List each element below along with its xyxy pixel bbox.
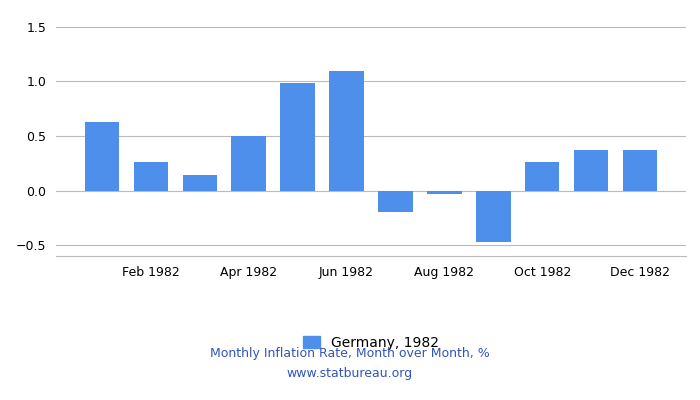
Bar <box>476 190 510 242</box>
Bar <box>183 175 217 190</box>
Bar <box>330 70 364 190</box>
Bar <box>378 190 412 212</box>
Bar <box>427 190 461 194</box>
Bar <box>232 136 266 190</box>
Legend: Germany, 1982: Germany, 1982 <box>298 330 444 355</box>
Text: Monthly Inflation Rate, Month over Month, %: Monthly Inflation Rate, Month over Month… <box>210 348 490 360</box>
Bar <box>574 150 608 190</box>
Bar <box>85 122 119 190</box>
Text: www.statbureau.org: www.statbureau.org <box>287 368 413 380</box>
Bar <box>281 82 315 190</box>
Bar <box>623 150 657 190</box>
Bar <box>525 162 559 190</box>
Bar <box>134 162 168 190</box>
